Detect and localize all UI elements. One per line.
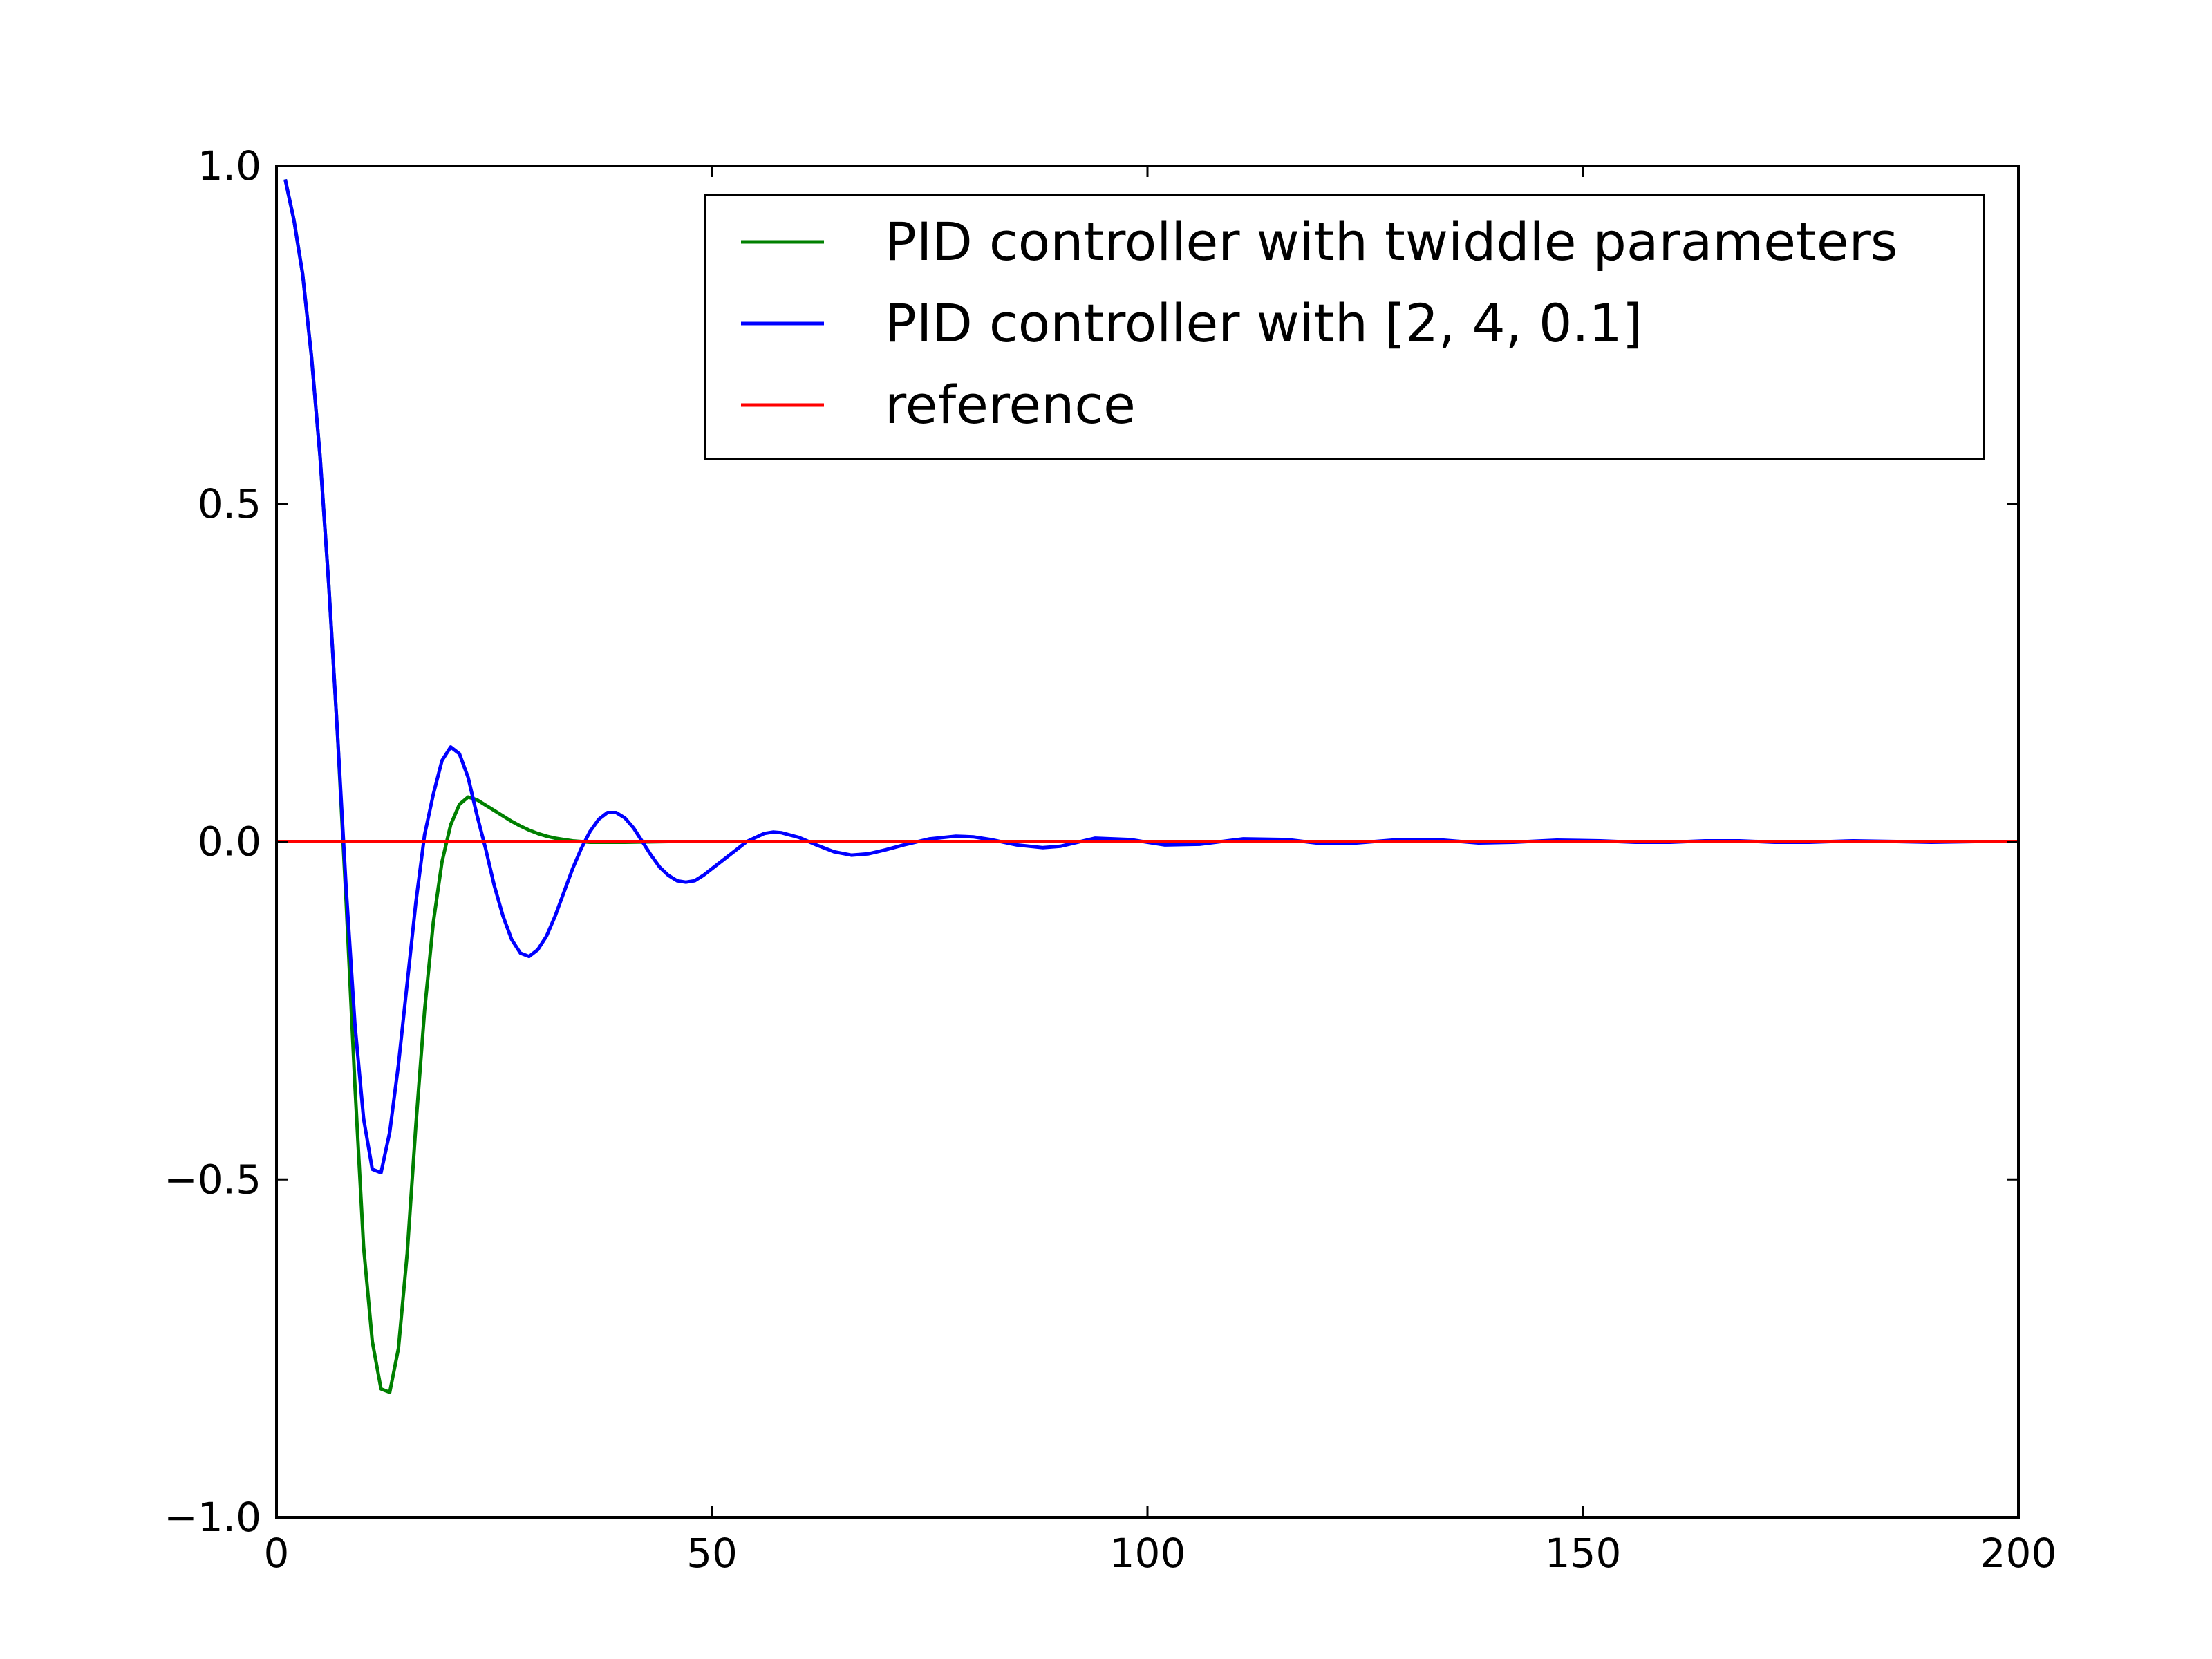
- legend-label-2: reference: [885, 374, 1136, 435]
- x-tick-label: 0: [264, 1530, 290, 1577]
- legend: PID controller with twiddle parameters PI…: [704, 194, 1985, 460]
- x-tick-label: 100: [1109, 1530, 1186, 1577]
- y-tick-label: −1.0: [164, 1494, 261, 1541]
- y-tick-label: 1.0: [198, 142, 261, 189]
- x-tick-label: 200: [1980, 1530, 2057, 1577]
- legend-frame: [704, 194, 1985, 460]
- x-tick-label: 150: [1545, 1530, 1622, 1577]
- y-tick-label: 0.5: [198, 480, 261, 527]
- legend-label-0: PID controller with twiddle parameters: [885, 211, 1897, 272]
- legend-label-1: PID controller with [2, 4, 0.1]: [885, 292, 1643, 354]
- y-tick-label: 0.0: [198, 818, 261, 865]
- y-tick-label: −0.5: [164, 1156, 261, 1203]
- series-layer: [276, 178, 2018, 1394]
- axis-ticks: 0 50 100 150 200 −1.0 −0.5 0.0 0.5 1.0: [164, 142, 2056, 1577]
- x-tick-label: 50: [686, 1530, 738, 1577]
